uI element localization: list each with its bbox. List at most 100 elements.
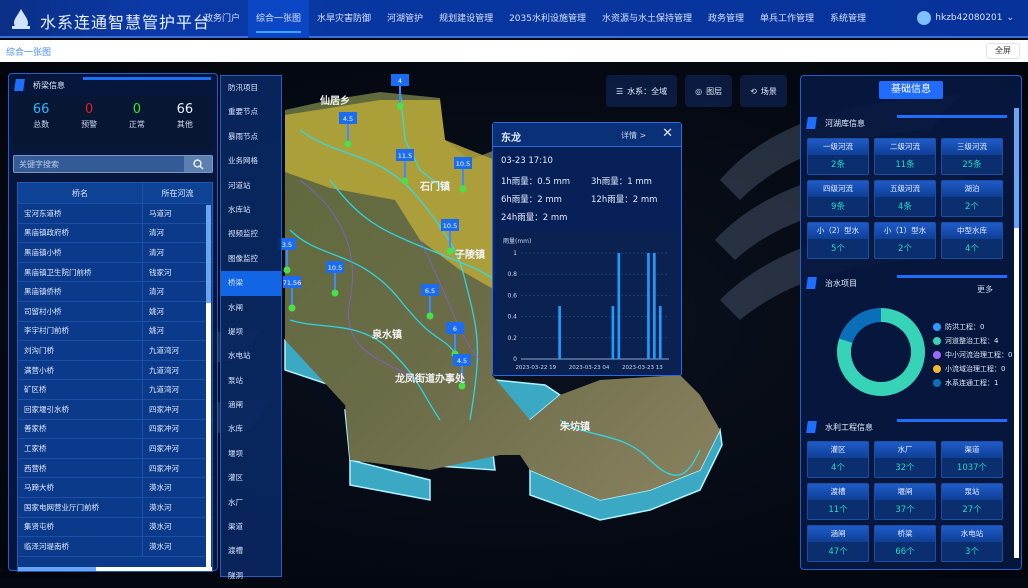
donut-slice[interactable] [839,308,881,343]
layer-menu-item[interactable]: 防汛项目 [228,83,258,92]
table-row[interactable]: 黑庙镇卫生院门前桥 钱家河 [18,262,212,283]
nav-item[interactable]: 2035水利设施管理 [509,14,586,24]
layer-menu-item[interactable]: 水闸 [228,302,243,312]
layer-menu-item[interactable]: 重要节点 [228,107,258,117]
legend-item[interactable]: 河道整治工程：4 [933,336,998,346]
table-row[interactable]: 工家桥 四家冲河 [18,439,212,459]
station-marker[interactable]: 4.5 [339,112,357,148]
info-cell[interactable]: 四级河流 9条 [807,180,869,217]
info-cell[interactable]: 泵站 27个 [941,483,1003,520]
info-cell[interactable]: 二级河流 11条 [874,138,936,175]
table-row[interactable]: 矿区桥 九道湾河 [18,380,212,400]
search-button[interactable] [184,156,212,172]
info-cell[interactable]: 水电站 3个 [941,525,1003,562]
table-row[interactable]: 国家电网营业厅门前桥 漠水河 [18,497,212,518]
station-marker[interactable]: 4.5 [453,354,471,390]
layer-menu-item[interactable]: 视频监控 [228,229,258,239]
info-cell[interactable]: 小（2）型水 5个 [807,222,869,259]
legend-item[interactable]: 水系连通工程：1 [933,378,998,388]
info-cell[interactable]: 五级河流 4条 [874,180,936,217]
station-marker[interactable]: 11.5 [396,149,414,185]
info-cell[interactable]: 渠道 1037个 [941,441,1003,478]
stat-item[interactable]: 0 正常 [129,102,145,148]
layer-menu-item[interactable]: 堰坝 [228,448,243,458]
nav-item[interactable]: 系统管理 [830,14,867,24]
nav-item[interactable]: 单兵工作管理 [760,14,815,24]
column-header-name[interactable]: 桥名 [18,183,143,203]
rainfall-bar[interactable] [617,253,621,359]
info-cell[interactable]: 渡槽 11个 [807,483,869,520]
layer-menu-item[interactable]: 渡槽 [228,546,243,556]
rainfall-bar[interactable] [653,253,656,359]
layer-menu-item[interactable]: 涵闸 [228,400,243,410]
horizontal-scrollbar[interactable] [18,567,212,571]
column-header-river[interactable]: 所在河流 [161,188,194,198]
layer-menu-item[interactable]: 水库站 [228,204,251,214]
user-menu[interactable]: hkzb42080201 ⌄ [917,11,1014,25]
more-link[interactable]: 更多 [977,285,993,294]
info-cell[interactable]: 湖泊 2个 [941,180,1003,217]
vertical-scrollbar[interactable] [206,205,211,569]
table-row[interactable]: 李宇村门前桥 姚河 [18,321,212,342]
legend-item[interactable]: 小流域治理工程：0 [933,364,1005,374]
station-marker[interactable]: 10.5 [441,219,459,255]
table-row[interactable]: 黑庙镇小桥 清河 [18,243,212,263]
table-row[interactable]: 刘沟门桥 九道湾河 [18,341,212,361]
layer-menu-item[interactable]: 泵站 [228,375,243,385]
tab-basic-info[interactable]: 基础信息 [879,81,943,99]
station-marker[interactable]: 10.5 [454,157,472,193]
fullscreen-button[interactable]: 全屏 [986,43,1020,59]
nav-item[interactable]: 政务管理 [708,14,745,24]
layer-menu-item[interactable]: 灌区 [228,473,243,483]
breadcrumb[interactable]: 综合一张图 [6,48,52,58]
nav-item[interactable]: 政务门户 [204,14,241,24]
nav-item[interactable]: 综合一张图 [248,0,310,38]
layer-menu-item[interactable]: 渠道 [228,522,243,532]
info-cell[interactable]: 一级河流 2条 [807,138,869,175]
table-row[interactable]: 司留村小桥 姚河 [18,301,212,322]
stat-item[interactable]: 66 其他 [177,102,194,148]
donut-slice[interactable] [837,308,925,396]
stat-item[interactable]: 0 预警 [81,102,97,148]
info-cell[interactable]: 中型水库 4个 [941,222,1003,259]
table-row[interactable]: 集贤屯桥 漠水河 [18,517,212,538]
table-row[interactable]: 黑庙镇政府桥 清河 [18,223,212,244]
close-icon[interactable]: ✕ [662,126,673,141]
layer-menu-item[interactable]: 桥梁 [221,271,281,296]
station-marker[interactable]: 71.56 [283,276,302,312]
layer-menu-item[interactable]: 图像监控 [228,253,258,263]
layer-menu-item[interactable]: 暴雨节点 [228,131,258,141]
station-marker[interactable]: 4 [391,74,409,110]
table-row[interactable]: 黑庙镇侨桥 清河 [18,282,212,302]
map-control-button[interactable]: ☰ 水系：全域 [606,75,678,107]
info-cell[interactable]: 桥梁 66个 [874,525,936,562]
layer-menu-item[interactable]: 水库 [228,424,243,434]
info-cell[interactable]: 水厂 32个 [874,441,936,478]
layer-menu-item[interactable]: 堤坝 [228,326,243,336]
vertical-scrollbar[interactable] [1014,108,1019,558]
info-cell[interactable]: 小（1）型水 2个 [874,222,936,259]
rainfall-bar[interactable] [658,306,662,359]
info-cell[interactable]: 灌区 4个 [807,441,869,478]
layer-menu-item[interactable]: 隧洞 [228,570,243,580]
info-cell[interactable]: 涵闸 47个 [807,525,869,562]
layer-menu-item[interactable]: 水电站 [228,351,251,361]
legend-item[interactable]: 防洪工程：0 [933,322,984,332]
nav-item[interactable]: 水旱灾害防御 [317,14,372,24]
station-marker[interactable]: 6.5 [421,284,439,320]
rainfall-bar[interactable] [611,306,615,359]
info-cell[interactable]: 堰闸 37个 [874,483,936,520]
nav-item[interactable]: 水资源与水土保持管理 [601,14,692,24]
layer-menu-item[interactable]: 业务网格 [228,156,258,166]
table-row[interactable]: 临泽河堤南桥 漠水河 [18,537,212,557]
layer-menu-item[interactable]: 河道站 [228,180,251,190]
nav-item[interactable]: 规划建设管理 [439,14,494,24]
station-marker[interactable]: 3.5 [278,238,296,274]
rainfall-bar[interactable] [647,253,650,359]
table-row[interactable]: 善家桥 四家冲河 [18,419,212,440]
station-marker[interactable]: 10.5 [326,261,344,297]
detail-link[interactable]: 详情 > [621,131,647,140]
legend-item[interactable]: 中小河流治理工程：0 [933,350,1012,360]
layer-menu-item[interactable]: 水厂 [228,497,243,507]
search-input[interactable] [14,156,184,172]
